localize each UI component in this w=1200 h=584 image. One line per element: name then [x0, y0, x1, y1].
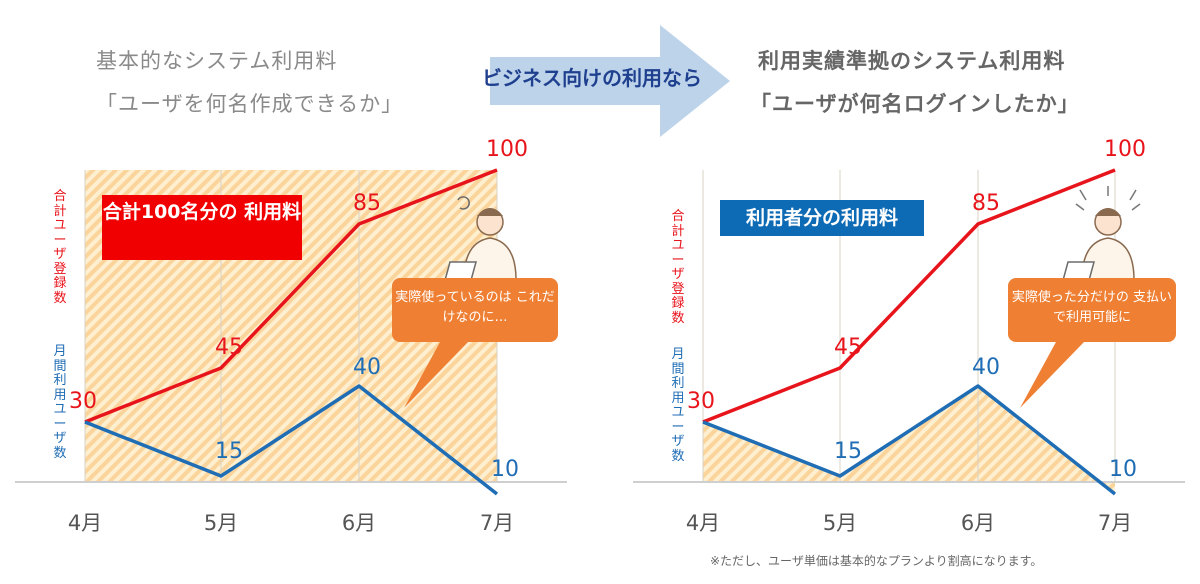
- x-tick-label: 6月: [342, 511, 376, 535]
- x-tick-label: 5月: [204, 511, 238, 535]
- person-illustration: [1061, 186, 1141, 285]
- bubble-tail: [1020, 342, 1084, 408]
- series-line-monthly: [702, 384, 1117, 496]
- x-tick-label: 4月: [68, 511, 102, 535]
- data-label-total: 100: [1104, 137, 1146, 162]
- person-body: [463, 237, 517, 281]
- data-label-monthly: 40: [353, 355, 381, 380]
- sparkle-line: [1075, 203, 1085, 211]
- person-hair: [1095, 208, 1121, 216]
- sparkle-line: [1129, 189, 1137, 201]
- data-label-monthly: 15: [834, 439, 862, 464]
- data-label-total: 85: [353, 191, 381, 216]
- sparkle-line: [1131, 203, 1141, 211]
- bubble-tail: [404, 342, 468, 408]
- right-badge: 利用者分の利用料: [720, 200, 924, 236]
- data-label-total: 45: [834, 335, 862, 360]
- x-tick-label: 7月: [480, 511, 514, 535]
- data-label-monthly: 10: [1109, 457, 1137, 482]
- x-tick-label: 6月: [961, 511, 995, 535]
- x-tick-label: 5月: [823, 511, 857, 535]
- person-body: [1081, 237, 1135, 281]
- data-label-total: 45: [215, 335, 243, 360]
- data-label-monthly: 40: [972, 355, 1000, 380]
- data-label-monthly: 15: [215, 439, 243, 464]
- data-label-monthly: 10: [491, 457, 519, 482]
- x-tick-label: 7月: [1098, 511, 1132, 535]
- data-label-total: 100: [486, 137, 528, 162]
- sweat-icon: [457, 196, 470, 210]
- person-hair: [477, 208, 503, 216]
- left-ylabel-monthly: 月間利用ユーザ数: [53, 344, 67, 461]
- data-label-total: 85: [972, 191, 1000, 216]
- right-title-line1: 利用実績準拠のシステム利用料: [758, 49, 1066, 73]
- shaded-area: [703, 386, 1115, 494]
- right-title-line2: 「ユーザが何名ログインしたか」: [750, 92, 1080, 116]
- arrow-shape: [490, 25, 730, 137]
- right-speech-bubble: 実際使った分だけの 支払いで利用可能に: [1008, 278, 1176, 342]
- arrow-icon: [490, 25, 730, 137]
- arrow-label: ビジネス向けの利用なら: [482, 66, 702, 90]
- right-ylabel-total: 合計ユーザ登録数: [671, 209, 685, 326]
- footnote: ※ただし、ユーザ単価は基本的なプランより割高になります。: [710, 554, 1043, 568]
- left-speech-bubble: 実際使っているのは これだけなのに…: [392, 278, 558, 342]
- series-line-total: [702, 168, 1116, 424]
- left-ylabel-total: 合計ユーザ登録数: [53, 189, 67, 306]
- left-title-line1: 基本的なシステム利用料: [96, 49, 338, 73]
- right-ylabel-monthly: 月間利用ユーザ数: [671, 347, 685, 464]
- series-line-total: [84, 168, 498, 424]
- series-line-monthly: [84, 384, 499, 496]
- left-badge: 合計100名分の 利用料: [102, 195, 302, 260]
- data-label-total: 30: [69, 389, 97, 414]
- x-tick-label: 4月: [686, 511, 720, 535]
- left-title-line2: 「ユーザを何名作成できるか」: [96, 92, 404, 116]
- data-label-total: 30: [687, 389, 715, 414]
- sparkle-line: [1079, 189, 1087, 201]
- chart-panel-2: 4月 5月 6月 7月 30 45 85 100 15 40 10: [633, 137, 1185, 535]
